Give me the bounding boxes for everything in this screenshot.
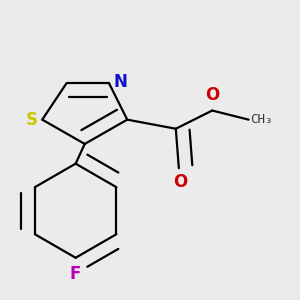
- Text: S: S: [26, 111, 38, 129]
- Text: F: F: [70, 265, 81, 283]
- Text: N: N: [114, 73, 128, 91]
- Text: CH₃: CH₃: [250, 113, 273, 126]
- Text: O: O: [173, 173, 188, 191]
- Text: O: O: [205, 86, 219, 104]
